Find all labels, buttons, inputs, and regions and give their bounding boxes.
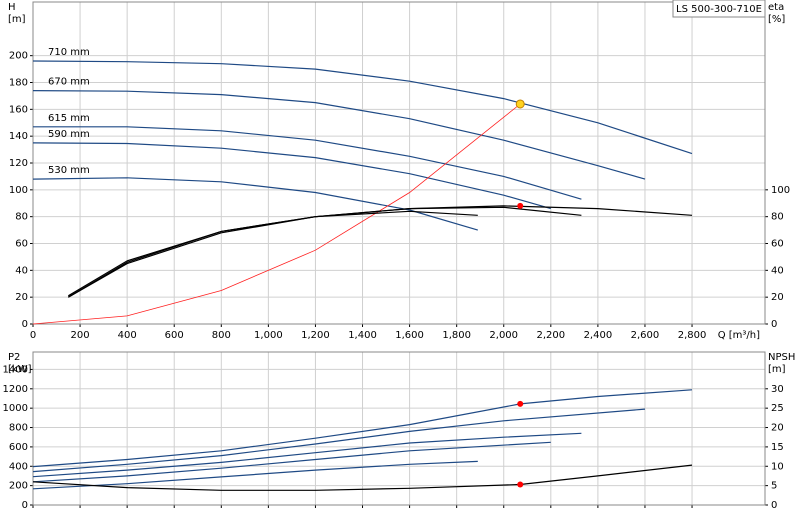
x-tick-label: 2,000 bbox=[489, 330, 518, 341]
y-tick-label: 1200 bbox=[3, 384, 28, 395]
x-tick-label: 2,800 bbox=[678, 330, 707, 341]
y-tick-label: 100 bbox=[9, 185, 28, 196]
duty-point bbox=[517, 400, 524, 407]
x-tick-label: 2,200 bbox=[536, 330, 565, 341]
curve bbox=[32, 177, 478, 231]
y-tick-label: 200 bbox=[9, 51, 28, 62]
y-tick-label: 20 bbox=[15, 292, 28, 303]
x-tick-label: 1,000 bbox=[254, 330, 283, 341]
y2-axis-label: NPSH bbox=[768, 352, 795, 363]
y-tick-label: 40 bbox=[15, 265, 28, 276]
x-tick-label: 400 bbox=[118, 330, 137, 341]
curve bbox=[32, 103, 521, 325]
curve-label: 615 mm bbox=[48, 113, 90, 124]
y2-tick-label: 60 bbox=[771, 239, 784, 250]
y2-tick-label: 20 bbox=[771, 292, 784, 303]
y-tick-label: 80 bbox=[15, 212, 28, 223]
x-tick-label: 2,400 bbox=[584, 330, 613, 341]
duty-point bbox=[517, 202, 524, 209]
y2-tick-label: 30 bbox=[771, 384, 784, 395]
y2-tick-label: 100 bbox=[771, 185, 790, 196]
curve bbox=[32, 60, 693, 155]
y-tick-label: 200 bbox=[9, 481, 28, 492]
y-tick-label: 160 bbox=[9, 104, 28, 115]
curve bbox=[32, 432, 582, 478]
curve bbox=[67, 210, 478, 297]
curve bbox=[32, 464, 693, 491]
y-tick-label: 60 bbox=[15, 239, 28, 250]
curve bbox=[33, 126, 582, 200]
y-axis-label: H bbox=[8, 2, 16, 13]
duty-point bbox=[517, 481, 524, 488]
y-tick-label: 1000 bbox=[3, 403, 28, 414]
x-tick-label: 0 bbox=[30, 330, 36, 341]
curve-label: 590 mm bbox=[48, 129, 90, 140]
y2-tick-label: 5 bbox=[771, 481, 777, 492]
y2-tick-label: 25 bbox=[771, 403, 784, 414]
y2-tick-label: 40 bbox=[771, 265, 784, 276]
curve bbox=[32, 90, 646, 180]
y-tick-label: 120 bbox=[9, 158, 28, 169]
plot-border bbox=[32, 351, 766, 506]
curve bbox=[32, 408, 646, 473]
y-tick-label: 0 bbox=[22, 500, 28, 511]
y-tick-label: 180 bbox=[9, 78, 28, 89]
title-box bbox=[672, 0, 766, 18]
y2-tick-label: 0 bbox=[771, 500, 777, 511]
x-tick-label: 2,600 bbox=[631, 330, 660, 341]
x-tick-label: 1,600 bbox=[395, 330, 424, 341]
curve-label: 710 mm bbox=[48, 47, 90, 58]
y2-tick-label: 80 bbox=[771, 212, 784, 223]
y2-tick-label: 15 bbox=[771, 442, 784, 453]
curve-label: 670 mm bbox=[48, 77, 90, 88]
curve-label: 530 mm bbox=[48, 165, 90, 176]
x-tick-label: 1,800 bbox=[442, 330, 471, 341]
y-tick-label: 800 bbox=[9, 423, 28, 434]
x-tick-label: 800 bbox=[212, 330, 231, 341]
y2-axis-unit: [%] bbox=[768, 14, 785, 25]
y2-tick-label: 10 bbox=[771, 461, 784, 472]
y2-axis-label: eta bbox=[768, 2, 784, 13]
plot-area bbox=[33, 352, 765, 505]
y2-tick-label: 0 bbox=[771, 319, 777, 330]
curve bbox=[32, 460, 478, 490]
duty-point bbox=[515, 99, 525, 109]
plot-border bbox=[32, 1, 766, 325]
y-tick-label: 600 bbox=[9, 442, 28, 453]
x-tick-label: 1,400 bbox=[348, 330, 377, 341]
y-tick-label: 1400 bbox=[3, 364, 28, 375]
x-tick-label: 200 bbox=[71, 330, 90, 341]
chart-title: LS 500-300-710E bbox=[676, 4, 762, 15]
curve bbox=[32, 441, 551, 483]
y-axis-unit: [m] bbox=[8, 14, 26, 25]
y2-axis-unit: [m] bbox=[768, 364, 786, 375]
y-tick-label: 400 bbox=[9, 461, 28, 472]
y-axis-label: P2 bbox=[8, 352, 20, 363]
curve bbox=[32, 142, 551, 210]
curve bbox=[32, 389, 693, 468]
y2-tick-label: 20 bbox=[771, 423, 784, 434]
x-tick-label: 1,200 bbox=[301, 330, 330, 341]
y-axis-unit: [kW] bbox=[8, 364, 32, 375]
x-axis-label: Q [m³/h] bbox=[718, 330, 760, 341]
x-tick-label: 600 bbox=[165, 330, 184, 341]
y-tick-label: 140 bbox=[9, 131, 28, 142]
y-tick-label: 0 bbox=[22, 319, 28, 330]
